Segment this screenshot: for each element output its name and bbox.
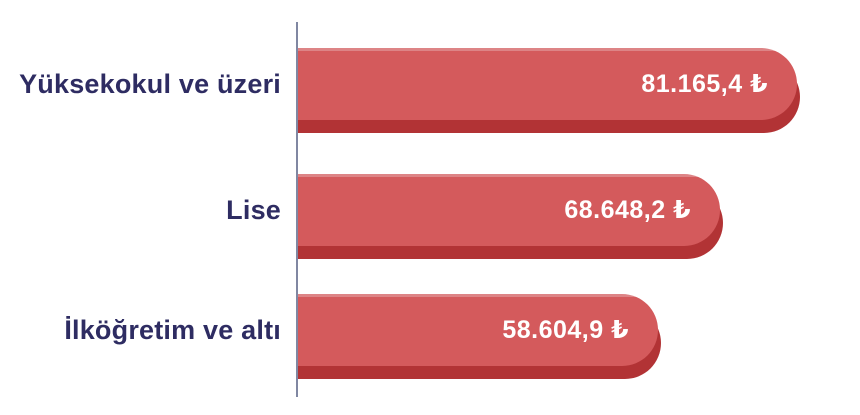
category-label: Lise bbox=[226, 194, 281, 225]
y-axis-line bbox=[296, 22, 298, 397]
chart-row-lise: Lise 68.648,2 ₺ bbox=[0, 174, 860, 259]
category-label: Yüksekokul ve üzeri bbox=[19, 68, 281, 99]
value-label: 58.604,9 ₺ bbox=[502, 316, 629, 344]
bar-face: 81.165,4 ₺ bbox=[298, 48, 797, 120]
chart-row-yuksekokul: Yüksekokul ve üzeri 81.165,4 ₺ bbox=[0, 48, 860, 133]
chart-row-ilkogretim: İlköğretim ve altı 58.604,9 ₺ bbox=[0, 294, 860, 379]
bar-lise: 68.648,2 ₺ bbox=[298, 174, 723, 259]
value-label: 81.165,4 ₺ bbox=[641, 70, 768, 98]
value-label: 68.648,2 ₺ bbox=[564, 196, 691, 224]
bar-face: 58.604,9 ₺ bbox=[298, 294, 658, 366]
category-label: İlköğretim ve altı bbox=[64, 314, 281, 345]
bar-face: 68.648,2 ₺ bbox=[298, 174, 720, 246]
bar-ilkogretim: 58.604,9 ₺ bbox=[298, 294, 661, 379]
bar-yuksekokul: 81.165,4 ₺ bbox=[298, 48, 800, 133]
